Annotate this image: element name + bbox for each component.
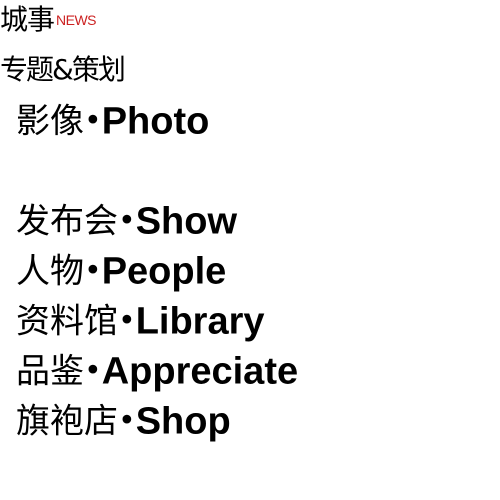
menu-item-separator: •	[118, 303, 136, 339]
menu-item-show[interactable]: 发布会•Show	[16, 198, 298, 248]
category-menu: 影像•Photo 发布会•Show 人物•People 资料馆•Library …	[16, 98, 298, 448]
menu-item-label-zh: 品鉴	[16, 351, 84, 392]
header-title[interactable]: 城事	[0, 3, 55, 36]
header: 城事 NEWS	[0, 0, 97, 40]
menu-item-label-zh: 影像	[16, 101, 84, 142]
menu-item-photo[interactable]: 影像•Photo	[16, 98, 298, 148]
menu-item-people[interactable]: 人物•People	[16, 248, 298, 298]
menu-item-label-zh: 发布会	[16, 201, 118, 242]
menu-item-separator: •	[118, 403, 136, 439]
menu-item-separator: •	[84, 253, 102, 289]
menu-item-label-zh: 资料馆	[16, 301, 118, 342]
menu-item-label-en: Photo	[101, 100, 210, 143]
menu-item-label-en: Shop	[135, 400, 231, 443]
menu-item-label-zh: 旗袍店	[16, 401, 118, 442]
menu-item-separator: •	[118, 203, 136, 239]
menu-item-label-en: People	[101, 250, 227, 293]
menu-item-label-en: Library	[135, 300, 265, 343]
menu-item-shop[interactable]: 旗袍店•Shop	[16, 398, 298, 448]
menu-item-library[interactable]: 资料馆•Library	[16, 298, 298, 348]
section-title-special[interactable]: 专题&策划	[0, 53, 126, 86]
menu-item-separator: •	[84, 103, 102, 139]
menu-item-label-en: Appreciate	[101, 350, 299, 393]
menu-item-label-en: Show	[135, 200, 238, 243]
menu-item-appreciate[interactable]: 品鉴•Appreciate	[16, 348, 298, 398]
menu-item-label-zh: 人物	[16, 251, 84, 292]
menu-item-separator: •	[84, 353, 102, 389]
header-subtitle[interactable]: NEWS	[56, 12, 97, 28]
